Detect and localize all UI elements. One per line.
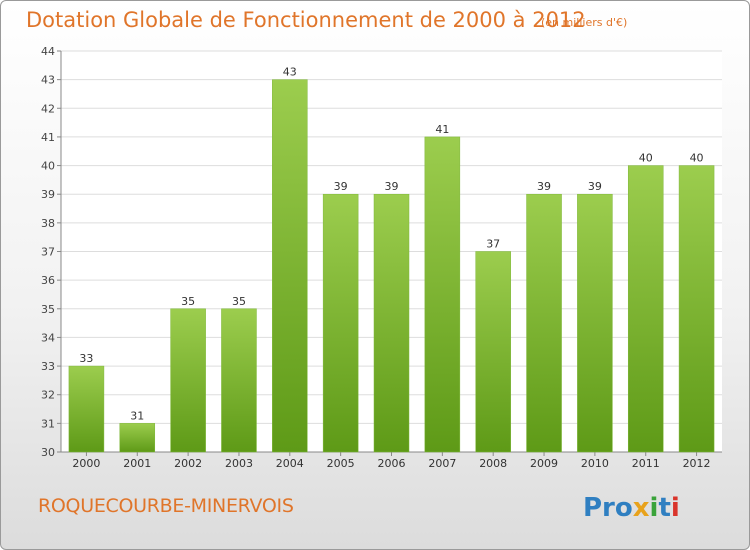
- data-label: 35: [232, 295, 246, 308]
- x-tick-label: 2004: [276, 457, 304, 470]
- bar: [221, 308, 257, 453]
- data-label: 39: [588, 180, 602, 193]
- y-tick-label: 30: [41, 446, 55, 459]
- x-tick-label: 2000: [72, 457, 100, 470]
- y-tick-label: 41: [41, 131, 55, 144]
- x-tick-label: 2003: [225, 457, 253, 470]
- y-tick-label: 37: [41, 246, 55, 259]
- data-label: 35: [181, 295, 195, 308]
- x-tick-label: 2007: [428, 457, 456, 470]
- chart-title: Dotation Globale de Fonctionnement de 20…: [26, 8, 586, 32]
- x-tick-label: 2008: [479, 457, 507, 470]
- data-labels: 33 31 35 35 43 39 39 41 37 39 39 40 40: [79, 66, 703, 423]
- data-label: 39: [334, 180, 348, 193]
- data-label: 40: [690, 152, 704, 165]
- data-label: 40: [639, 152, 653, 165]
- bar: [170, 308, 206, 453]
- x-tick-label: 2012: [683, 457, 711, 470]
- x-tick-label: 2002: [174, 457, 202, 470]
- y-tick-label: 44: [41, 45, 55, 58]
- x-tick-labels: 2000 2001 2002 2003 2004 2005 2006 2007 2008 2009…: [72, 457, 710, 470]
- data-label: 41: [435, 123, 449, 136]
- chart-subtitle: (en milliers d'€): [541, 16, 628, 29]
- data-label: 43: [283, 66, 297, 79]
- data-label: 31: [130, 409, 144, 422]
- y-tick-label: 35: [41, 303, 55, 316]
- bar: [678, 165, 715, 453]
- y-tick-label: 42: [41, 102, 55, 115]
- data-label: 39: [537, 180, 551, 193]
- bar: [627, 165, 664, 453]
- y-tick-label: 40: [41, 160, 55, 173]
- commune-name: ROQUECOURBE-MINERVOIS: [38, 495, 294, 517]
- y-tick-label: 33: [41, 360, 55, 373]
- y-tick-label: 32: [41, 389, 55, 402]
- bar: [475, 251, 511, 453]
- data-label: 37: [486, 238, 500, 251]
- y-tick-label: 43: [41, 74, 55, 87]
- y-tick-label: 34: [41, 331, 55, 344]
- bar: [119, 423, 156, 453]
- data-label: 33: [79, 352, 93, 365]
- bar: [272, 79, 308, 453]
- y-tick-label: 39: [41, 188, 55, 201]
- x-tick-label: 2011: [632, 457, 660, 470]
- x-tick-label: 2006: [378, 457, 406, 470]
- bar: [68, 365, 105, 453]
- x-tick-label: 2005: [327, 457, 355, 470]
- proxiti-logo: Proxiti: [583, 493, 680, 523]
- y-tick-labels: 30 31 32 33 34 35 36 37 38 39 40 41 42 43 44: [41, 45, 55, 459]
- bar: [526, 193, 562, 453]
- bar: [424, 136, 461, 453]
- x-tick-label: 2010: [581, 457, 609, 470]
- y-tick-label: 38: [41, 217, 55, 230]
- bar: [373, 193, 410, 453]
- x-tick-label: 2001: [123, 457, 151, 470]
- bars: [68, 79, 715, 453]
- x-tick-label: 2009: [530, 457, 558, 470]
- bar: [577, 193, 613, 453]
- svg-text:Proxiti: Proxiti: [583, 493, 680, 523]
- data-label: 39: [385, 180, 399, 193]
- y-tick-label: 36: [41, 274, 55, 287]
- bar: [322, 193, 359, 453]
- y-tick-label: 31: [41, 417, 55, 430]
